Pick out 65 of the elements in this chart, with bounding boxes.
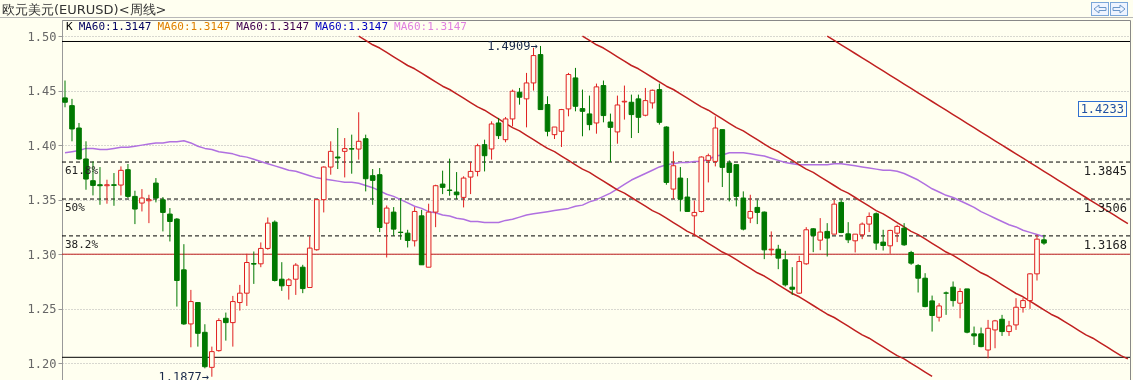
candlestick <box>999 314 1005 337</box>
candlestick <box>453 171 460 200</box>
candlestick <box>621 85 628 121</box>
candlestick <box>348 134 355 175</box>
line-series <box>826 35 1129 225</box>
candlestick <box>251 250 257 285</box>
annotation: 1.1877→ <box>158 369 210 380</box>
annotation: MA60:1.3147 <box>236 20 310 33</box>
candlestick <box>111 172 117 207</box>
y-tick-label: 1.45 <box>27 84 57 99</box>
annotation: 38.2% <box>65 237 99 251</box>
annotation: 1.4233 <box>1077 101 1127 117</box>
candlestick <box>390 206 397 237</box>
candlestick <box>789 266 796 296</box>
candlestick <box>558 108 565 148</box>
candlestick <box>495 117 502 140</box>
candlestick <box>775 244 782 270</box>
annotation: 50% <box>65 201 86 215</box>
annotation: MA60:1.3147 <box>78 20 152 33</box>
candlestick <box>747 194 754 224</box>
y-tick-label: 1.40 <box>27 138 57 153</box>
candlestick <box>439 170 446 195</box>
y-tick-label: 1.25 <box>27 302 57 317</box>
candlestick <box>397 197 404 241</box>
candlestick <box>579 89 586 137</box>
candlestick <box>901 222 907 247</box>
annotation: MA60:1.3147 <box>394 20 467 33</box>
candlestick <box>481 139 488 172</box>
line-series <box>64 140 1045 238</box>
candlestick <box>355 111 362 161</box>
candlestick <box>586 95 593 131</box>
candlestick <box>299 264 306 294</box>
candlestick <box>957 287 963 319</box>
ref-line-label: 1.3168 <box>1083 237 1127 252</box>
candlestick <box>160 196 166 232</box>
candlestick <box>446 158 453 197</box>
y-tick-label: 1.30 <box>27 247 57 262</box>
annotation: K <box>66 20 73 33</box>
candlestick <box>104 179 110 205</box>
candlestick <box>817 217 824 251</box>
candlestick <box>1041 234 1047 246</box>
candlestick <box>607 113 614 163</box>
candlestick <box>334 127 341 170</box>
candlestick <box>845 221 851 244</box>
candlestick <box>341 137 348 178</box>
chart-title: 欧元美元(EURUSD)<周线> <box>2 1 167 19</box>
candlestick <box>223 312 229 342</box>
y-tick-label: 1.50 <box>27 29 57 44</box>
candlestick <box>153 177 159 203</box>
candlestick <box>118 165 124 196</box>
candlestick <box>523 72 530 128</box>
y-tick-label: 1.35 <box>27 193 57 208</box>
y-tick-label: 1.20 <box>27 356 57 371</box>
candlestick <box>810 227 817 253</box>
annotation: MA60:1.3147 <box>157 20 231 33</box>
candlestick <box>768 230 775 257</box>
candlestick <box>670 150 677 200</box>
candlestick <box>691 199 698 237</box>
candlestick <box>936 302 942 323</box>
candlestick <box>824 222 831 258</box>
annotation: MA60:1.3147 <box>315 20 389 33</box>
ref-line-label: 1.3845 <box>1083 164 1127 179</box>
annotation: 1.4909→ <box>487 38 538 53</box>
candlestick <box>188 289 194 348</box>
candlestick <box>383 204 390 258</box>
